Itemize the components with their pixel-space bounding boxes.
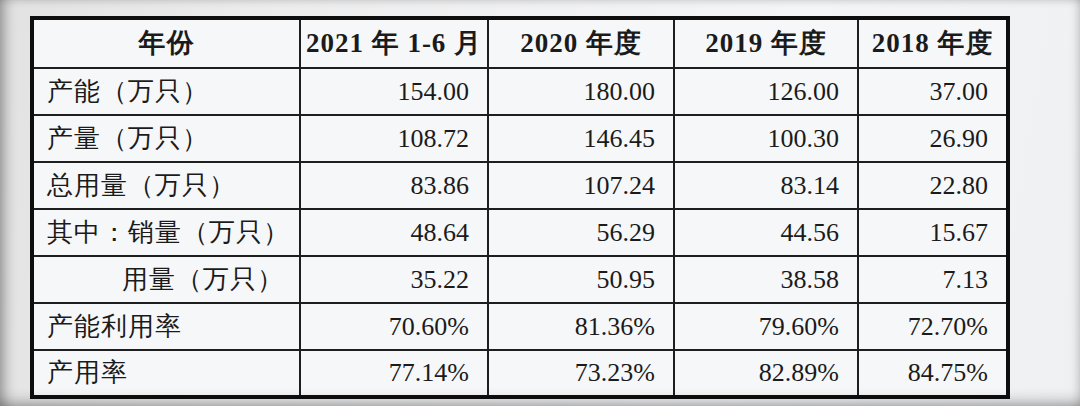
- header-cell-2019: 2019 年度: [674, 18, 858, 68]
- value-cell: 79.60%: [674, 303, 858, 350]
- value-cell: 84.75%: [858, 350, 1008, 397]
- table-row: 产用率 77.14% 73.23% 82.89% 84.75%: [32, 350, 1008, 397]
- row-label-capacity-utilization: 产能利用率: [32, 303, 300, 350]
- value-cell: 108.72: [300, 115, 488, 162]
- value-cell: 22.80: [858, 162, 1008, 209]
- production-capacity-table: 年份 2021 年 1-6 月 2020 年度 2019 年度 2018 年度 …: [30, 16, 1010, 399]
- header-cell-2021h1: 2021 年 1-6 月: [300, 18, 488, 68]
- table-row: 产能利用率 70.60% 81.36% 79.60% 72.70%: [32, 303, 1008, 350]
- value-cell: 180.00: [488, 68, 674, 115]
- row-label-usage: 用量（万只）: [32, 256, 300, 303]
- table-row: 总用量（万只） 83.86 107.24 83.14 22.80: [32, 162, 1008, 209]
- value-cell: 15.67: [858, 209, 1008, 256]
- value-cell: 7.13: [858, 256, 1008, 303]
- value-cell: 44.56: [674, 209, 858, 256]
- value-cell: 83.86: [300, 162, 488, 209]
- header-cell-year: 年份: [32, 18, 300, 68]
- value-cell: 154.00: [300, 68, 488, 115]
- value-cell: 26.90: [858, 115, 1008, 162]
- table-row: 产能（万只） 154.00 180.00 126.00 37.00: [32, 68, 1008, 115]
- row-label-total-usage: 总用量（万只）: [32, 162, 300, 209]
- page-background: 年份 2021 年 1-6 月 2020 年度 2019 年度 2018 年度 …: [0, 0, 1080, 406]
- table-row: 其中：销量（万只） 48.64 56.29 44.56 15.67: [32, 209, 1008, 256]
- value-cell: 48.64: [300, 209, 488, 256]
- value-cell: 35.22: [300, 256, 488, 303]
- value-cell: 107.24: [488, 162, 674, 209]
- value-cell: 37.00: [858, 68, 1008, 115]
- value-cell: 81.36%: [488, 303, 674, 350]
- value-cell: 73.23%: [488, 350, 674, 397]
- row-label-production-usage-rate: 产用率: [32, 350, 300, 397]
- value-cell: 72.70%: [858, 303, 1008, 350]
- value-cell: 146.45: [488, 115, 674, 162]
- header-row: 年份 2021 年 1-6 月 2020 年度 2019 年度 2018 年度: [32, 18, 1008, 68]
- value-cell: 82.89%: [674, 350, 858, 397]
- header-cell-2020: 2020 年度: [488, 18, 674, 68]
- value-cell: 126.00: [674, 68, 858, 115]
- table-row: 用量（万只） 35.22 50.95 38.58 7.13: [32, 256, 1008, 303]
- value-cell: 100.30: [674, 115, 858, 162]
- row-label-sales: 其中：销量（万只）: [32, 209, 300, 256]
- header-cell-2018: 2018 年度: [858, 18, 1008, 68]
- value-cell: 70.60%: [300, 303, 488, 350]
- row-label-capacity: 产能（万只）: [32, 68, 300, 115]
- value-cell: 56.29: [488, 209, 674, 256]
- table-row: 产量（万只） 108.72 146.45 100.30 26.90: [32, 115, 1008, 162]
- value-cell: 50.95: [488, 256, 674, 303]
- value-cell: 38.58: [674, 256, 858, 303]
- value-cell: 83.14: [674, 162, 858, 209]
- value-cell: 77.14%: [300, 350, 488, 397]
- row-label-output: 产量（万只）: [32, 115, 300, 162]
